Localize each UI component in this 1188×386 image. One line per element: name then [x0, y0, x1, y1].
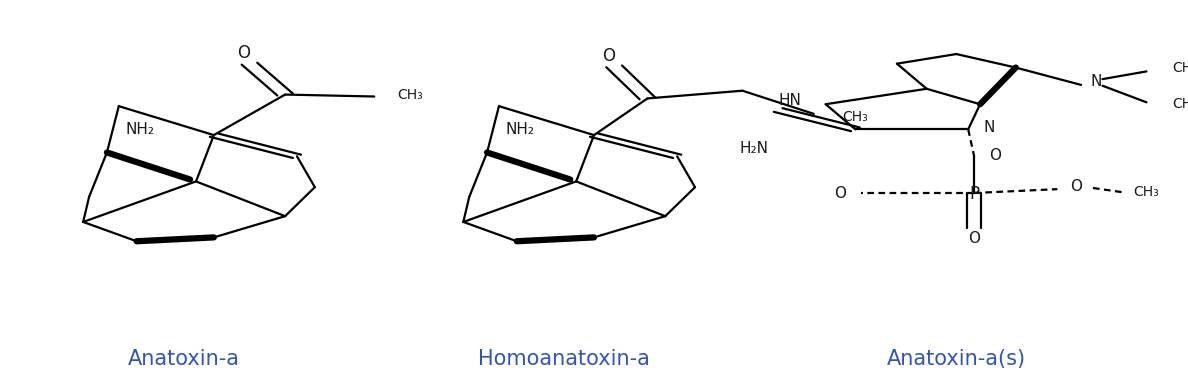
Text: P: P: [969, 185, 979, 203]
Text: CH₃: CH₃: [397, 88, 423, 102]
Text: O: O: [238, 44, 249, 62]
Text: O: O: [602, 47, 614, 64]
Text: Homoanatoxin-a: Homoanatoxin-a: [479, 349, 650, 369]
Text: CH₃: CH₃: [1173, 61, 1188, 74]
Text: O: O: [968, 231, 980, 246]
Text: Anatoxin-a: Anatoxin-a: [128, 349, 240, 369]
Text: CH₃: CH₃: [1133, 185, 1159, 199]
Text: HN: HN: [778, 93, 802, 108]
Text: Anatoxin-a(s): Anatoxin-a(s): [886, 349, 1026, 369]
Text: CH₃: CH₃: [842, 110, 868, 124]
Text: NH₂: NH₂: [506, 122, 535, 137]
Text: O: O: [834, 186, 846, 200]
Text: O: O: [990, 148, 1001, 163]
Text: CH₃: CH₃: [1173, 97, 1188, 111]
Text: O: O: [1070, 179, 1082, 194]
Text: N: N: [1091, 74, 1102, 88]
Text: N: N: [984, 120, 996, 135]
Text: H₂N: H₂N: [740, 141, 769, 156]
Text: NH₂: NH₂: [126, 122, 154, 137]
